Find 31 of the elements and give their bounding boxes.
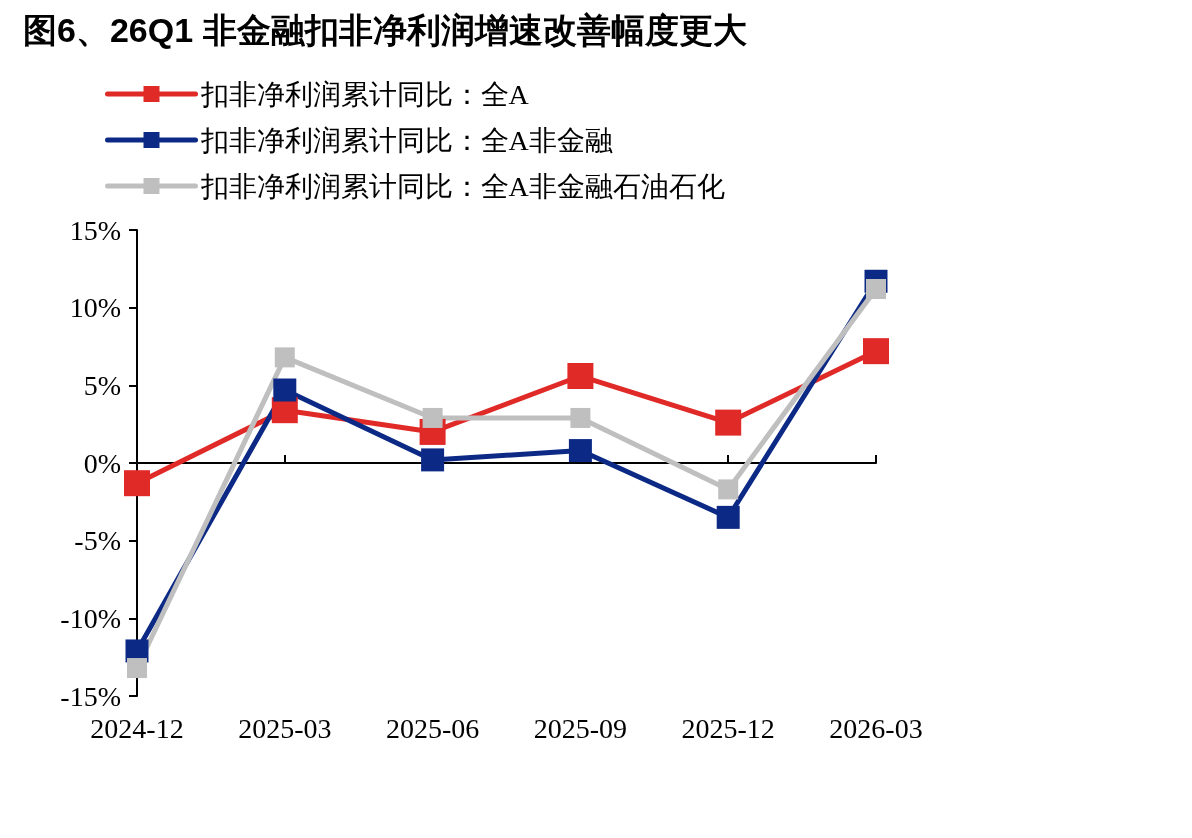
legend-label: 扣非净利润累计同比：全A非金融石油石化 — [199, 170, 725, 202]
point — [715, 409, 742, 436]
point — [273, 378, 297, 402]
x-tick-label: 2026-03 — [829, 712, 923, 744]
legend-label: 扣非净利润累计同比：全A — [199, 78, 530, 110]
x-tick-label: 2025-03 — [238, 712, 332, 744]
legend-label: 扣非净利润累计同比：全A非金融 — [199, 124, 613, 156]
x-tick-label: 2025-09 — [533, 712, 628, 744]
x-tick-label: 2025-06 — [385, 712, 480, 744]
y-tick-label: 15% — [69, 214, 121, 246]
y-tick-label: 0% — [83, 447, 121, 479]
y-tick-label: 10% — [69, 292, 121, 324]
x-tick-label: 2024-12 — [90, 712, 184, 744]
point — [422, 407, 443, 428]
y-tick-label: -5% — [74, 525, 121, 557]
y-tick-label: -10% — [60, 602, 121, 634]
y-tick-label: 5% — [83, 369, 121, 401]
point — [567, 363, 594, 390]
chart-title: 图6、26Q1 非金融扣非净利润增速改善幅度更大 — [23, 11, 747, 49]
point — [568, 439, 592, 463]
point — [718, 479, 739, 500]
point — [866, 279, 886, 300]
point — [863, 338, 889, 365]
point — [570, 407, 591, 428]
point — [274, 347, 295, 368]
point — [421, 448, 445, 472]
y-tick-label: -15% — [60, 680, 121, 712]
point — [127, 658, 147, 679]
x-tick-label: 2025-12 — [681, 712, 775, 744]
point — [124, 470, 150, 497]
point — [716, 505, 740, 529]
